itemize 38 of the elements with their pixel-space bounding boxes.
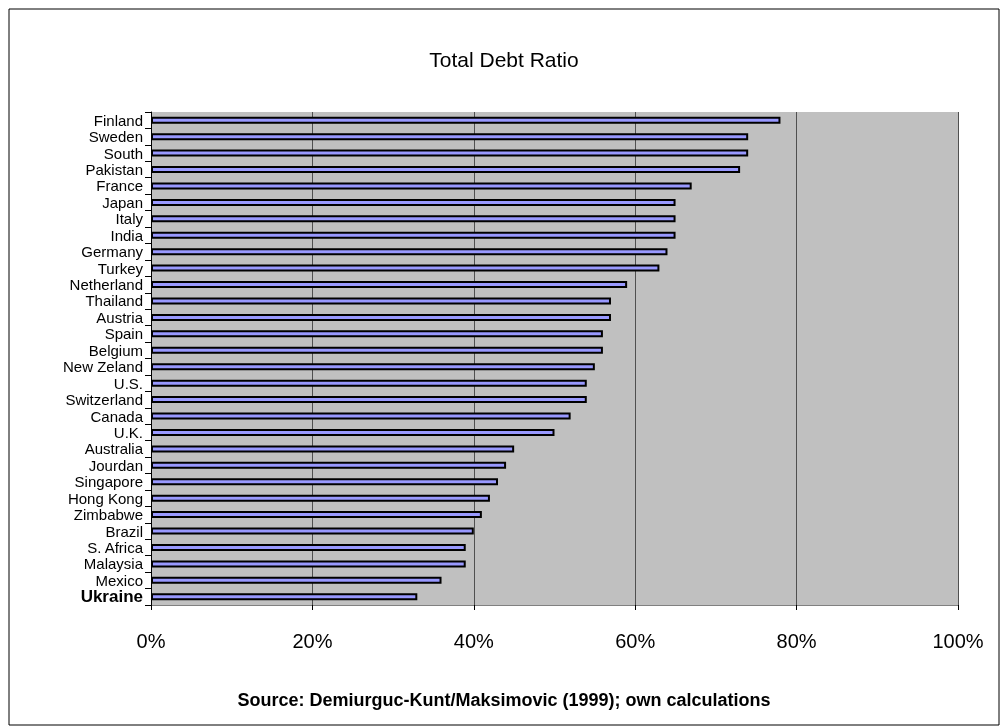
y-tick-label: Austria — [96, 308, 144, 326]
x-tick-label: 80% — [776, 630, 817, 652]
y-tick-label: Belgium — [88, 341, 143, 359]
x-tick-label: 40% — [453, 630, 495, 652]
x-tick-label: 0% — [136, 630, 166, 652]
y-tick-label: Sweden — [88, 128, 143, 146]
x-tick-label: 60% — [615, 630, 656, 652]
y-tick-label: S. Africa — [87, 538, 144, 556]
y-tick-label: Switzerland — [65, 391, 143, 409]
y-tick-label: Jourdan — [88, 456, 143, 474]
y-tick-label: India — [110, 226, 144, 244]
y-tick-label: Italy — [115, 210, 144, 228]
source-note: Source: Demiurguc-Kunt/Maksimovic (1999); own calculations — [237, 690, 771, 710]
y-tick-label: Brazil — [105, 522, 143, 540]
y-tick-label: Spain — [104, 325, 143, 343]
y-tick-label: Malaysia — [83, 555, 144, 573]
chart-title: Total Debt Ratio — [429, 48, 579, 71]
y-tick-label: South — [103, 144, 143, 162]
y-tick-label: France — [96, 177, 143, 195]
y-tick-label: Canada — [90, 407, 144, 425]
y-tick-label: Hong Kong — [67, 489, 143, 507]
y-tick-label: Finland — [93, 111, 143, 129]
y-tick-label: Zimbabwe — [73, 506, 143, 524]
x-tick-label: 20% — [292, 630, 333, 652]
y-tick-label: Mexico — [95, 571, 143, 589]
x-tick-label: 100% — [932, 630, 984, 652]
y-tick-label: U.S. — [113, 374, 143, 392]
y-tick-label: U.K. — [113, 423, 143, 441]
y-tick-label: Australia — [84, 440, 144, 458]
y-tick-label: Singapore — [74, 473, 143, 491]
y-tick-label: Pakistan — [85, 161, 143, 179]
y-tick-label: Turkey — [97, 259, 144, 277]
y-tick-label: Ukraine — [80, 587, 143, 607]
y-tick-label: Thailand — [85, 292, 143, 310]
y-tick-label: Netherland — [69, 276, 143, 294]
y-tick-label: Japan — [102, 193, 143, 211]
y-tick-label: New Zeland — [62, 358, 143, 376]
y-tick-label: Germany — [81, 243, 144, 261]
